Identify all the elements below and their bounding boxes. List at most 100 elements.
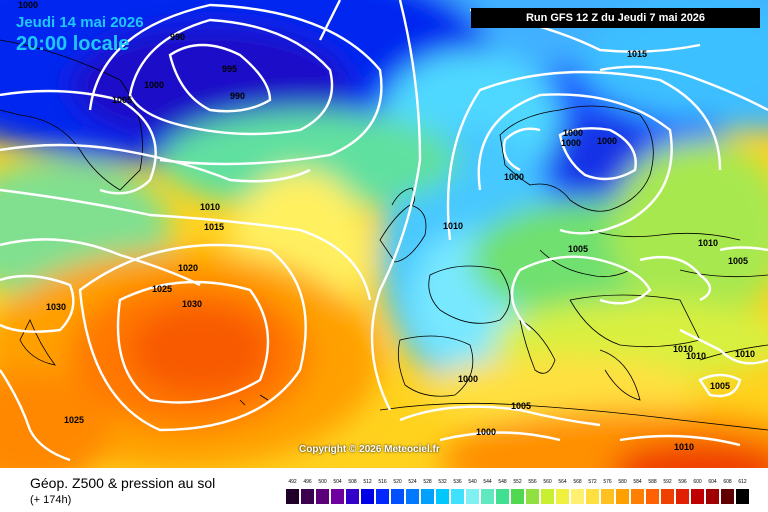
scale-tick-label: 532 (438, 479, 447, 485)
scale-swatch (376, 489, 389, 504)
scale-tick-label: 512 (363, 479, 372, 485)
scale-swatch (331, 489, 344, 504)
isobar-label: 1000 (18, 0, 38, 10)
scale-swatch (706, 489, 719, 504)
isobar-label: 1000 (563, 128, 583, 138)
isobar-label: 995 (222, 64, 237, 74)
isobar-label: 1000 (504, 172, 524, 182)
scale-swatch (301, 489, 314, 504)
scale-tick-label: 500 (318, 479, 327, 485)
isobar-label: 1010 (735, 349, 755, 359)
scale-tick-label: 612 (738, 479, 747, 485)
scale-tick-label: 576 (603, 479, 612, 485)
scale-tick-label: 552 (513, 479, 522, 485)
scale-swatch (676, 489, 689, 504)
scale-tick-label: 492 (288, 479, 297, 485)
scale-tick-label: 520 (393, 479, 402, 485)
run-info-banner: Run GFS 12 Z du Jeudi 7 mai 2026 (471, 8, 760, 28)
product-title: Géop. Z500 & pression au sol (30, 475, 216, 491)
scale-swatch (691, 489, 704, 504)
scale-tick-label: 608 (723, 479, 732, 485)
isobar-label: 1000 (144, 80, 164, 90)
scale-swatch (406, 489, 419, 504)
scale-swatch (421, 489, 434, 504)
scale-tick-label: 556 (528, 479, 537, 485)
isobar-label: 1000 (561, 138, 581, 148)
forecast-time: 20:00 locale (16, 33, 130, 55)
scale-swatch (541, 489, 554, 504)
coastlines (0, 39, 768, 431)
isobar-label: 1000 (476, 427, 496, 437)
scale-swatch (466, 489, 479, 504)
isobar-label: 990 (230, 91, 245, 101)
copyright-notice: Copyright © 2026 Meteociel.fr (299, 444, 440, 455)
lead-time: (+ 174h) (30, 494, 72, 506)
isobar-label: 1030 (182, 299, 202, 309)
scale-swatch (481, 489, 494, 504)
color-scale: 492 496 500 504 508 512 516 520 524 528 532 536 540 5… (286, 477, 754, 509)
scale-swatch (661, 489, 674, 504)
scale-swatch (571, 489, 584, 504)
isobar-label: 1010 (698, 238, 718, 248)
scale-tick-label: 516 (378, 479, 387, 485)
isobar-label: 1030 (46, 302, 66, 312)
isobar-label: 1025 (152, 284, 172, 294)
scale-tick-label: 544 (483, 479, 492, 485)
isobar-label: 1000 (597, 136, 617, 146)
scale-swatch (496, 489, 509, 504)
scale-tick-label: 580 (618, 479, 627, 485)
scale-tick-label: 508 (348, 479, 357, 485)
scale-tick-label: 524 (408, 479, 417, 485)
isobar-label: 1005 (728, 256, 748, 266)
isobar-label: 1025 (64, 415, 84, 425)
geopotential-map: 1000 1005 1000 990 995 990 1010 1015 102… (0, 0, 768, 468)
scale-swatch (736, 489, 749, 504)
scale-swatch (721, 489, 734, 504)
isobar-labels: 1000 1005 1000 990 995 990 1010 1015 102… (18, 0, 755, 452)
scale-tick-label: 560 (543, 479, 552, 485)
scale-swatch (646, 489, 659, 504)
scale-tick-label: 504 (333, 479, 342, 485)
scale-tick-label: 584 (633, 479, 642, 485)
isobar-label: 1015 (204, 222, 224, 232)
scale-swatch (526, 489, 539, 504)
scale-swatch (316, 489, 329, 504)
isobar-label: 1010 (443, 221, 463, 231)
scale-swatch (586, 489, 599, 504)
scale-swatch (346, 489, 359, 504)
forecast-date: Jeudi 14 mai 2026 (16, 14, 144, 31)
isobar-label: 1010 (674, 442, 694, 452)
scale-tick-label: 572 (588, 479, 597, 485)
scale-swatch (286, 489, 299, 504)
isobar-label: 1005 (112, 95, 132, 105)
isobar-label: 1000 (458, 374, 478, 384)
scale-swatch (361, 489, 374, 504)
scale-swatch (631, 489, 644, 504)
scale-swatch (391, 489, 404, 504)
isobar-label: 1015 (627, 49, 647, 59)
scale-tick-label: 528 (423, 479, 432, 485)
isobar-label: 1005 (511, 401, 531, 411)
scale-tick-label: 596 (678, 479, 687, 485)
scale-tick-label: 548 (498, 479, 507, 485)
scale-tick-label: 568 (573, 479, 582, 485)
scale-tick-label: 536 (453, 479, 462, 485)
scale-tick-label: 592 (663, 479, 672, 485)
isobar-label: 1010 (200, 202, 220, 212)
isobar-lines (0, 0, 768, 462)
scale-tick-label: 588 (648, 479, 657, 485)
scale-tick-label: 564 (558, 479, 567, 485)
scale-tick-label: 600 (693, 479, 702, 485)
scale-swatch (556, 489, 569, 504)
isobar-label: 1005 (710, 381, 730, 391)
scale-swatch (601, 489, 614, 504)
scale-swatch (436, 489, 449, 504)
scale-tick-label: 604 (708, 479, 717, 485)
isobar-label: 1010 (673, 344, 693, 354)
scale-swatch (616, 489, 629, 504)
scale-tick-label: 540 (468, 479, 477, 485)
isobar-label: 1020 (178, 263, 198, 273)
isobar-label: 1005 (568, 244, 588, 254)
scale-swatch (511, 489, 524, 504)
